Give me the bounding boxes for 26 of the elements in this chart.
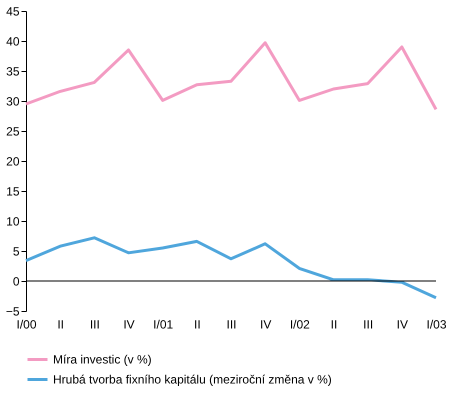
x-tick-label: IV: [260, 318, 272, 332]
x-tick-label: IV: [396, 318, 408, 332]
x-tick-label: III: [226, 318, 237, 332]
y-tick-label: 35: [6, 64, 20, 78]
x-tick-label: III: [90, 318, 100, 332]
x-tick-label: III: [363, 318, 374, 332]
y-tick-label: 15: [6, 184, 20, 198]
legend-label: Míra investic (v %): [53, 352, 152, 366]
y-tick-label: 25: [6, 124, 20, 138]
y-tick-label: 40: [6, 34, 20, 48]
y-tick-label: 10: [6, 214, 20, 228]
y-tick-label: −5: [6, 304, 20, 318]
x-tick-label: II: [194, 318, 201, 332]
x-tick-label: I/01: [153, 318, 174, 332]
x-tick-label: I/03: [426, 318, 447, 332]
x-tick-label: II: [330, 318, 338, 332]
x-tick-label: I/00: [16, 318, 37, 332]
y-tick-label: 5: [12, 244, 20, 258]
y-tick-label: 20: [6, 154, 20, 168]
x-tick-label: I/02: [290, 318, 310, 332]
x-tick-label: IV: [123, 318, 135, 332]
x-tick-label: II: [57, 318, 64, 332]
legend-label: Hrubá tvorba fixního kapitálu (meziroční změna v %): [53, 372, 332, 386]
y-tick-label: 0: [12, 274, 20, 288]
y-tick-label: 45: [6, 4, 20, 18]
y-tick-label: 30: [6, 94, 20, 108]
